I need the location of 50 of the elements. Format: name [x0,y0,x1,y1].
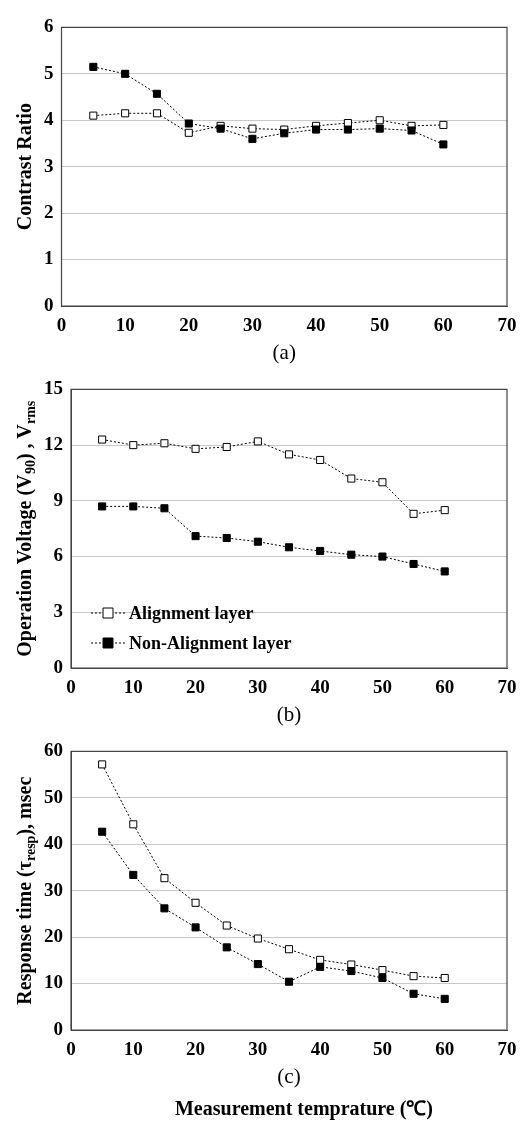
x-tick-label: 50 [370,314,390,336]
x-tick-label: 30 [242,314,262,336]
y-tick-label: 4 [44,108,54,130]
x-tick-label: 40 [310,676,330,698]
x-axis-title: (a) [272,339,296,364]
x-tick-label: 40 [306,314,326,336]
x-tick-label: 10 [123,1038,143,1060]
y-tick-label: 9 [53,488,63,510]
x-tick-label: 60 [435,676,455,698]
x-tick-label: 50 [372,676,392,698]
y-tick-label: 6 [53,544,63,566]
x-tick-label: 50 [372,1038,392,1060]
x-axis-title: (c) [277,1063,301,1088]
y-tick-label: 40 [44,832,63,854]
x-tick-label: 30 [248,1038,268,1060]
y-axis-title: Contrast Ratio [13,103,36,231]
y-tick-label: 5 [44,61,54,83]
y-tick-label: 60 [44,739,63,761]
x-tick-label: 10 [123,676,143,698]
x-tick-label: 20 [186,1038,206,1060]
x-tick-label: 30 [248,676,268,698]
y-tick-label: 3 [44,154,54,176]
x-tick-label: 10 [115,314,135,336]
legend-label: Alignment layer [129,602,254,623]
x-tick-label: 60 [435,1038,455,1060]
y-tick-label: 15 [44,377,63,399]
y-tick-label: 10 [44,971,63,993]
x-tick-label: 70 [497,314,517,336]
x-tick-label: 70 [497,1038,517,1060]
y-tick-label: 1 [44,247,54,269]
y-tick-label: 50 [44,785,63,807]
y-tick-label: 12 [44,433,63,455]
x-tick-label: 40 [310,1038,330,1060]
y-tick-label: 20 [44,925,63,947]
x-axis-title: (b) [276,701,302,726]
y-tick-label: 6 [44,15,54,37]
y-tick-label: 0 [53,1017,63,1039]
x-tick-label: 70 [497,676,517,698]
x-tick-label: 20 [179,314,199,336]
y-axis-title: Operation Voltage (V90) , Vrms [13,400,38,657]
y-tick-label: 3 [53,600,63,622]
y-tick-label: 30 [44,878,63,900]
y-axis-title: Response time (τresp), msec [13,776,38,1005]
text: Measurement temprature (℃) [174,1097,434,1121]
y-tick-label: 0 [53,655,63,677]
legend-label: Non-Alignment layer [129,632,292,653]
x-tick-label: 60 [433,314,453,336]
y-tick-label: 0 [44,293,54,315]
x-tick-label: 20 [186,676,206,698]
y-tick-label: 2 [44,201,54,223]
